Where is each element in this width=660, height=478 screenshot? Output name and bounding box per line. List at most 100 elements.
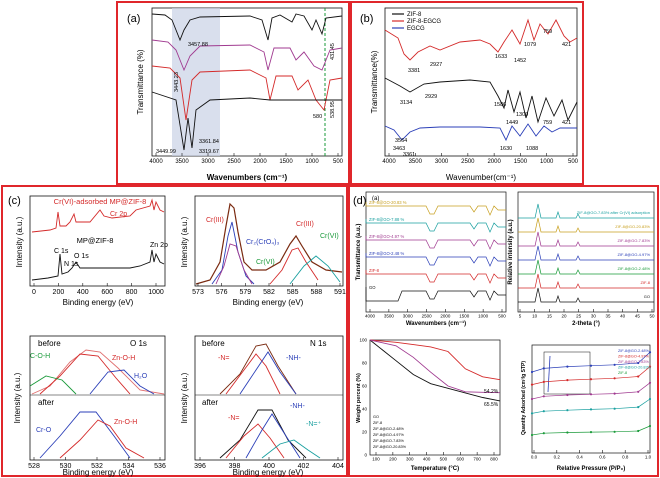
n1s-ylabel: Intensity (a.u.) (180, 372, 189, 423)
survey-xlabel: Binding energy (eV) (63, 298, 134, 307)
xrd-line (518, 273, 654, 289)
peak-label: C 1s (54, 248, 69, 255)
panel-a-curve-1 (151, 13, 343, 42)
ftir-tick-label: 2000 (440, 314, 451, 319)
xrd-line (518, 231, 654, 247)
tga-tick-label: 200 (389, 457, 397, 462)
n1s-label: -NH- (286, 355, 301, 362)
n1s-tick-label: 404 (332, 463, 344, 470)
n1s-tick-label: 398 (229, 463, 241, 470)
n1s-xlabel: Binding energy (eV) (233, 468, 304, 477)
tga-ytick-label: 40 (362, 407, 368, 412)
xrd-line (518, 259, 654, 275)
survey-tick-label: 600 (101, 289, 113, 296)
o1s-axes (29, 335, 166, 461)
panel-a-axes (151, 7, 343, 157)
o1s-tick-label: 530 (60, 463, 72, 470)
ftir-legend: ZIF-8@GO-2.48 % (369, 251, 404, 256)
ftir-tick-label: 3000 (403, 314, 414, 319)
panel-b-ylabel: Transmittance(%) (370, 50, 379, 113)
panel-a-annotation: 3449.99 (156, 149, 176, 155)
n1s-fit (239, 351, 297, 395)
xrd-series: ZIF-8@GO-7.83% after Cr(VI) adsorption ZI… (518, 203, 654, 303)
tga-tick-label: 500 (440, 457, 448, 462)
panel-b-xlabel: Wavenumber(cm⁻¹) (446, 173, 516, 182)
panel-a-frame (116, 1, 350, 185)
panel-a-tick-label: 2500 (227, 159, 241, 165)
o1s-fit-after (39, 411, 131, 459)
ftir-line (365, 253, 506, 267)
xrd-tick-label: 45 (635, 314, 641, 319)
ftir-sublabel: (a) (372, 196, 379, 202)
peak-label: Cr 2p (110, 211, 127, 218)
panel-a-tick-label: 4000 (149, 159, 163, 165)
tga-annotation: 54.2% (484, 389, 499, 395)
o1s-title: O 1s (130, 339, 147, 348)
xrd-tick-label: 20 (561, 314, 567, 319)
xrd-ylabel: Relative intensity (a.u.) (508, 219, 514, 284)
o1s-before: before (38, 339, 61, 348)
bet-series: ZIF-8@GO-2.48% ZIF-8@GO-4.97%ZIF-8@GO-7.8… (530, 349, 652, 437)
panel-c: (c) Cr(VI)-adsorbed MP@ZIF-8 MP@ZIF-8 Cr… (8, 195, 346, 477)
panel-a-label: (a) (127, 13, 140, 25)
cr2p-xlabel: Binding energy (eV) (233, 298, 304, 307)
bet-tick-label: 0.4 (576, 455, 583, 460)
o1s-label: Zn-O-H (114, 419, 137, 426)
tga-legend: GO (373, 415, 379, 419)
panel-a-tick-label: 2000 (253, 159, 267, 165)
survey-tick-label: 800 (126, 289, 138, 296)
panel-a-annotation: 580 (313, 114, 322, 120)
tga-legend: ZIF-8 (373, 421, 382, 425)
n1s-tick-label: 400 (263, 463, 275, 470)
cr2p-tick-label: 585 (287, 289, 299, 296)
panel-c-frame (1, 185, 348, 477)
panel-a: (a) 4000 3500 3000 2500 2000 1500 1000 500 Wave… (127, 7, 344, 182)
cr2p-label: Cr(III) (296, 221, 314, 228)
o1s-tick-label: 532 (91, 463, 103, 470)
panel-b-axes (384, 7, 578, 157)
xrd-xticks: 5 10 15 20 25 30 35 40 45 50 (519, 309, 655, 319)
bet-xlabel: Relative Pressure (P/P₀) (557, 466, 625, 472)
xrd-line (518, 203, 654, 219)
tga-tick-label: 100 (372, 457, 380, 462)
panel-b-tick-label: 3500 (409, 159, 423, 165)
xrd-tick-label: 30 (591, 314, 597, 319)
o1s-label: Cr-O (36, 427, 52, 434)
o1s-xticks: 528 530 532 534 536 (28, 457, 166, 470)
tga-tick-label: 700 (473, 457, 481, 462)
survey-title-top: Cr(VI)-adsorbed MP@ZIF-8 (54, 197, 147, 206)
ftir-axes (365, 191, 507, 313)
panel-b-label: (b) (360, 13, 373, 25)
tga-ytick-label: 20 (362, 430, 368, 435)
bet-legend: ZIF-8 (618, 371, 627, 375)
bet-legend: ZIF-8@GO-7.83% (618, 360, 649, 364)
survey-tick-label: 400 (77, 289, 89, 296)
bet-line (531, 366, 651, 385)
n1s-fit-after (245, 413, 301, 459)
cr2p-fit (289, 255, 341, 285)
panel-a-annotation: 3443.23 (174, 72, 180, 92)
zif8-egcg-curve (384, 18, 578, 61)
ftir-tick-label: 4000 (365, 314, 376, 319)
panel-b-tick-label: 2000 (487, 159, 501, 165)
tga-annotation: 65.5% (484, 402, 499, 408)
n1s-xticks: 396 398 400 402 404 (194, 457, 344, 470)
panel-a-xlabel: Wavenumbers (cm⁻¹) (207, 173, 288, 182)
bet-tick-label: 0.6 (599, 455, 606, 460)
panel-b-tick-label: 2500 (461, 159, 475, 165)
cr2p-label: Cr(VI) (256, 259, 275, 266)
bet-inset-peak (547, 355, 551, 393)
ftir-line (365, 202, 506, 216)
panel-b-xticks: 4000 3500 3000 2500 2000 1500 1000 500 (382, 153, 579, 165)
o1s-fit (89, 369, 155, 395)
panel-b-annotation: 3381 (408, 68, 420, 74)
n1s-tick-label: 396 (194, 463, 206, 470)
o1s-tick-label: 534 (123, 463, 135, 470)
panel-b-annotation: 421 (562, 42, 571, 48)
panel-a-curve-4 (151, 91, 342, 151)
xrd-legend: ZIF-8@GO-4.97% (617, 252, 650, 257)
cr2p-xticks: 573 576 579 582 585 588 591 (192, 283, 346, 296)
panel-b-tick-label: 1500 (514, 159, 528, 165)
cr2p-tick-label: 588 (310, 289, 322, 296)
tga-legend: ZIF-8@GO-7.83% (373, 439, 404, 443)
